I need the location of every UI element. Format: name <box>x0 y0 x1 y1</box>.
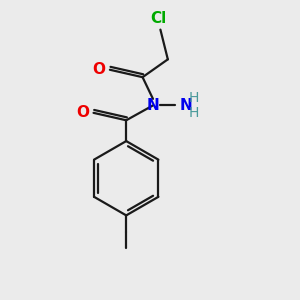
Text: Cl: Cl <box>150 11 166 26</box>
Text: N: N <box>180 98 193 113</box>
Text: H: H <box>188 106 199 120</box>
Text: O: O <box>76 105 89 120</box>
Text: N: N <box>147 98 159 113</box>
Text: O: O <box>92 62 105 77</box>
Text: H: H <box>188 91 199 105</box>
